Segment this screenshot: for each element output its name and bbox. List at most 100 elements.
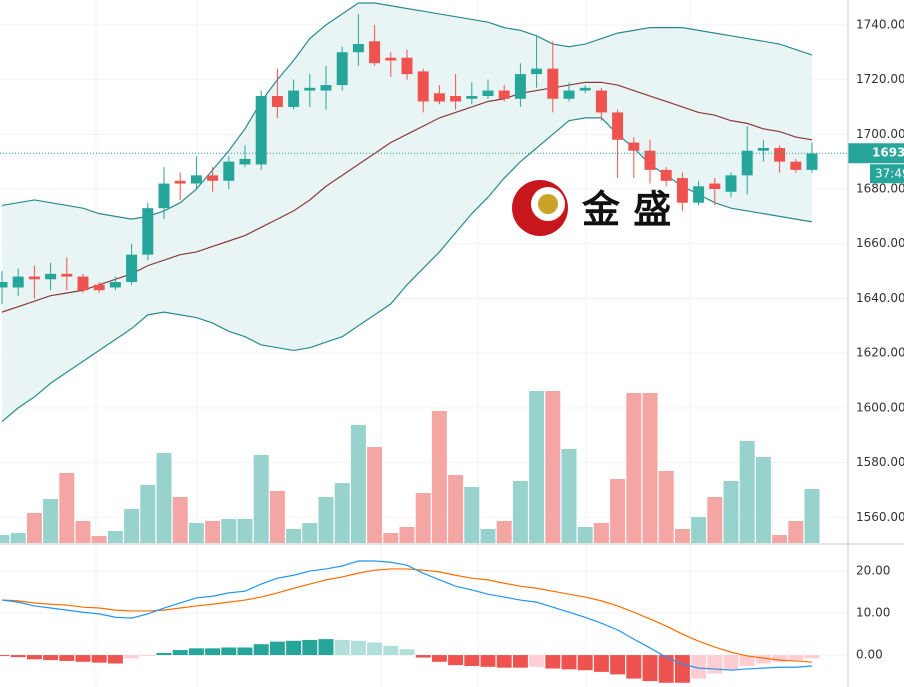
macd-histogram: [91, 655, 107, 663]
volume-bar: [739, 441, 755, 543]
y-tick-label: 1560.00: [856, 510, 904, 524]
candle-body: [207, 175, 219, 181]
volume-bar: [626, 393, 642, 543]
macd-histogram: [75, 655, 91, 662]
candle-body: [77, 276, 89, 291]
macd-histogram: [788, 655, 804, 661]
volume-bar: [431, 411, 447, 543]
volume-bar: [755, 457, 771, 543]
volume-bar: [334, 483, 350, 543]
volume-bar: [286, 529, 302, 543]
volume-bar: [788, 521, 804, 543]
candle-body: [579, 87, 591, 91]
macd-histogram: [43, 655, 59, 661]
candle-body: [271, 96, 283, 107]
watermark: 金 盛: [512, 180, 671, 236]
candle-body: [774, 147, 786, 162]
volume-bar: [269, 491, 285, 543]
volume-bar: [399, 527, 415, 543]
y-tick-label: 1640.00: [856, 291, 904, 305]
candle-body: [45, 273, 57, 280]
macd-histogram: [172, 650, 188, 656]
volume-bar: [318, 497, 334, 543]
volume-bar: [658, 471, 674, 543]
macd-histogram: [107, 655, 123, 664]
candle-body: [466, 96, 478, 99]
volume-bar: [59, 473, 75, 543]
volume-bar: [691, 517, 707, 543]
macd-histogram: [431, 655, 447, 662]
macd-histogram: [383, 645, 399, 656]
candle-body: [304, 87, 316, 91]
macd-histogram: [691, 655, 707, 679]
candle-body: [401, 57, 413, 75]
volume-bar: [707, 497, 723, 543]
candle-body: [450, 96, 462, 102]
candle-body: [109, 282, 121, 288]
volume-bar: [383, 533, 399, 543]
candle-body: [142, 208, 154, 255]
candle-body: [126, 254, 138, 283]
volume-bar: [26, 513, 42, 543]
candle-body: [790, 161, 802, 170]
macd-histogram: [755, 655, 771, 664]
macd-histogram: [269, 641, 285, 656]
volume-bar: [10, 533, 26, 543]
macd-histogram: [496, 655, 512, 668]
volume-bar: [529, 391, 545, 543]
y-tick-label: 1660.00: [856, 236, 904, 250]
volume-bar: [496, 521, 512, 543]
y-tick-label: 1700.00: [856, 127, 904, 141]
volume-bar: [561, 449, 577, 543]
candle-body: [547, 68, 559, 99]
macd-histogram: [334, 639, 350, 656]
y-tick-label: 1680.00: [856, 182, 904, 196]
macd-histogram: [658, 655, 674, 683]
candle-body: [628, 142, 640, 151]
volume-bar: [188, 523, 204, 543]
candle-body: [693, 186, 705, 203]
macd-histogram: [674, 655, 690, 683]
candle-body: [223, 161, 235, 181]
macd-histogram: [545, 655, 561, 669]
price-label: 1693.08: [872, 146, 904, 160]
candle-body: [369, 41, 381, 64]
macd-histogram: [26, 655, 42, 660]
volume-bar: [415, 493, 431, 543]
dea-line: [1, 568, 813, 663]
macd-histogram: [723, 655, 739, 671]
macd-histogram: [626, 655, 642, 679]
volume-bar: [512, 481, 528, 543]
candle-body: [28, 276, 40, 280]
candle-body: [660, 169, 672, 181]
candle-body: [433, 93, 445, 102]
macd-histogram: [415, 655, 431, 658]
y-tick-label: 1580.00: [856, 455, 904, 469]
candle-body: [563, 90, 575, 99]
macd-histogram: [318, 639, 334, 656]
macd-histogram: [140, 655, 156, 657]
candle-body: [12, 276, 24, 288]
candle-body: [93, 284, 105, 291]
volume-bar: [107, 531, 123, 543]
y-tick-label: 1720.00: [856, 72, 904, 86]
candle-body: [482, 90, 494, 97]
macd-histogram: [237, 647, 253, 656]
macd-histogram: [156, 652, 172, 656]
candle-body: [514, 74, 526, 99]
volume-bar: [172, 497, 188, 543]
candle-body: [320, 85, 332, 91]
candle-body: [352, 44, 364, 53]
volume-bar: [593, 523, 609, 543]
volume-bar: [804, 489, 820, 543]
volume-bar: [577, 527, 593, 543]
macd-histogram: [0, 655, 10, 657]
macd-histogram: [464, 655, 480, 666]
macd-histogram: [221, 647, 237, 656]
candle-body: [0, 282, 8, 288]
candle-body: [612, 112, 624, 140]
macd-histogram: [772, 655, 788, 662]
macd-histogram: [739, 655, 755, 666]
volume-bar: [253, 455, 269, 543]
